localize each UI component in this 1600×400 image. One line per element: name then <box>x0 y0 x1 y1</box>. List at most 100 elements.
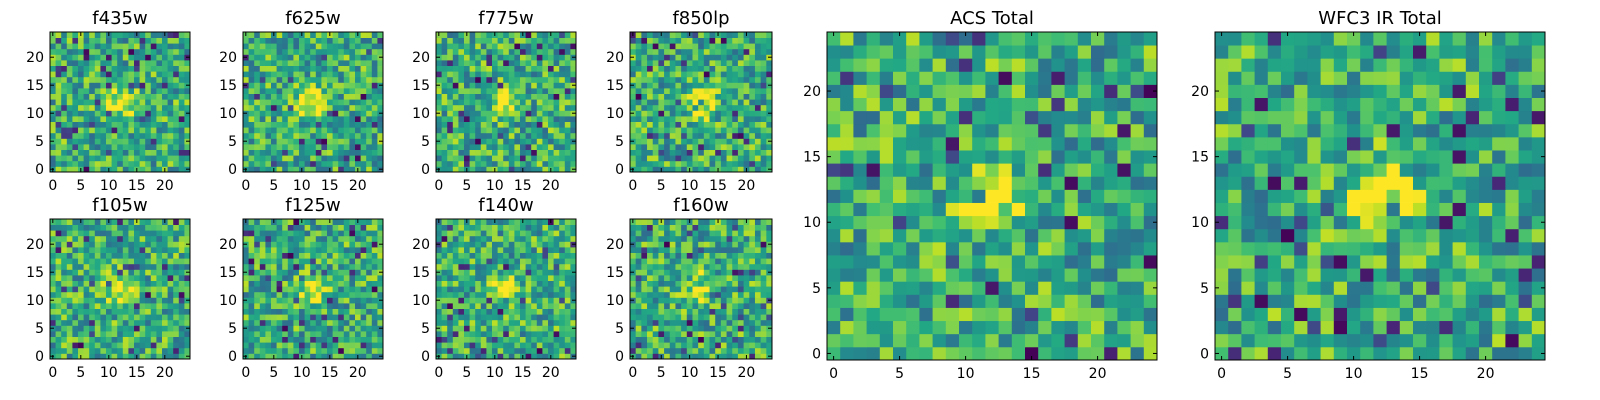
heatmap-cell <box>310 65 317 72</box>
heatmap-cell <box>726 149 733 156</box>
heatmap-cell <box>715 336 722 343</box>
heatmap-cell <box>304 82 311 89</box>
heatmap-cell <box>282 127 289 134</box>
heatmap-cell <box>652 319 659 326</box>
heatmap-cell <box>441 247 448 253</box>
heatmap-cell <box>469 269 476 276</box>
y-tick-label: 10 <box>606 106 624 122</box>
heatmap-cell <box>145 155 152 162</box>
heatmap-cell <box>698 336 705 343</box>
heatmap-cell <box>720 82 727 89</box>
heatmap-cell <box>514 247 521 253</box>
heatmap-cell <box>243 160 249 167</box>
heatmap-cell <box>664 71 671 78</box>
y-tick-label: 15 <box>26 265 44 281</box>
heatmap-cell <box>355 82 361 89</box>
heatmap-cell <box>480 235 487 242</box>
heatmap-cell <box>436 308 442 315</box>
heatmap-cell <box>55 269 62 276</box>
heatmap-cell <box>709 336 716 343</box>
heatmap-cell <box>458 224 465 231</box>
heatmap-cell <box>72 247 79 253</box>
heatmap-cell <box>360 219 367 225</box>
heatmap-cell <box>630 280 637 287</box>
heatmap-cell <box>355 121 361 128</box>
heatmap-cell <box>732 303 739 309</box>
heatmap-cell <box>559 219 566 225</box>
heatmap-cell <box>338 219 345 225</box>
heatmap-cell <box>243 314 249 321</box>
heatmap-cell <box>658 37 665 44</box>
heatmap-cell <box>338 43 345 50</box>
heatmap-cell <box>349 149 356 156</box>
heatmap-cell <box>89 247 96 253</box>
heatmap-cell <box>570 219 577 225</box>
heatmap-cell <box>542 48 549 55</box>
heatmap-cell <box>754 319 762 326</box>
heatmap-cell <box>441 230 448 237</box>
heatmap-cell <box>737 48 744 55</box>
heatmap-cell <box>321 308 328 315</box>
heatmap-cell <box>156 104 163 111</box>
heatmap-cell <box>564 160 571 167</box>
heatmap-cell <box>343 116 350 122</box>
heatmap-cell <box>173 291 180 298</box>
heatmap-cell <box>508 258 515 265</box>
heatmap-cell <box>271 286 277 293</box>
heatmap-cell <box>647 127 654 134</box>
heatmap-cell <box>106 71 112 78</box>
heatmap-cell <box>754 275 762 281</box>
heatmap-cell <box>310 235 317 242</box>
heatmap-cell <box>134 43 140 50</box>
heatmap-cell <box>698 65 705 72</box>
heatmap-cell <box>282 104 289 111</box>
heatmap-cell <box>61 32 68 38</box>
heatmap-cell <box>304 291 311 298</box>
heatmap-cell <box>726 99 733 106</box>
heatmap-cell <box>681 82 688 89</box>
heatmap-cell <box>720 99 727 106</box>
heatmap-cell <box>441 235 448 242</box>
heatmap-cell <box>72 88 79 94</box>
heatmap-cell <box>282 325 289 332</box>
heatmap-cell <box>321 252 328 259</box>
heatmap-cell <box>720 88 727 94</box>
heatmap-cell <box>760 286 767 293</box>
y-tick-label: 5 <box>615 134 624 150</box>
heatmap-cell <box>94 319 101 326</box>
heatmap-cell <box>469 252 476 259</box>
heatmap-cell <box>100 43 107 50</box>
heatmap-cell <box>299 275 305 281</box>
heatmap-cell <box>447 336 454 343</box>
heatmap-cell <box>66 275 73 281</box>
heatmap-cell <box>248 43 255 50</box>
heatmap-cell <box>83 76 90 83</box>
heatmap-cell <box>635 166 642 173</box>
heatmap-cell <box>243 93 249 100</box>
heatmap-cell <box>452 149 459 156</box>
heatmap-cell <box>542 319 549 326</box>
heatmap-cell <box>514 54 521 61</box>
heatmap-cell <box>536 235 543 242</box>
heatmap-cell <box>304 247 311 253</box>
heatmap-cell <box>287 235 294 242</box>
heatmap-cell <box>299 155 305 162</box>
heatmap-cell <box>709 121 716 128</box>
heatmap-cell <box>360 308 367 315</box>
heatmap-cell <box>366 325 373 332</box>
heatmap-cell <box>675 331 682 337</box>
heatmap-cell <box>338 76 345 83</box>
heatmap-cell <box>304 235 311 242</box>
heatmap-cell <box>106 308 112 315</box>
heatmap-cell <box>66 297 73 304</box>
heatmap-cell <box>766 155 773 162</box>
heatmap-cell <box>726 286 733 293</box>
heatmap-cell <box>299 76 305 83</box>
heatmap-cell <box>122 48 129 55</box>
heatmap-cell <box>111 82 118 89</box>
heatmap-cell <box>287 247 294 253</box>
heatmap-cell <box>265 104 272 111</box>
heatmap-cell <box>167 291 174 298</box>
heatmap-cell <box>145 286 152 293</box>
heatmap-cell <box>310 263 317 270</box>
